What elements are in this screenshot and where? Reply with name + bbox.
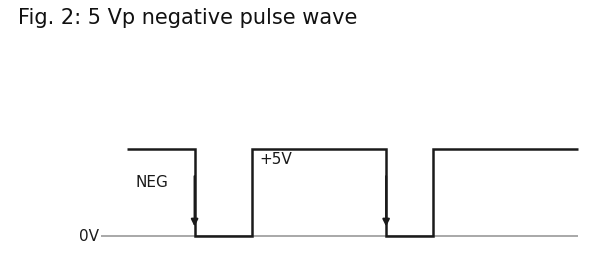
Text: Fig. 2: 5 Vp negative pulse wave: Fig. 2: 5 Vp negative pulse wave [18, 8, 358, 28]
Text: NEG: NEG [135, 175, 168, 190]
Text: +5V: +5V [259, 152, 292, 167]
Text: 0V: 0V [79, 229, 99, 244]
